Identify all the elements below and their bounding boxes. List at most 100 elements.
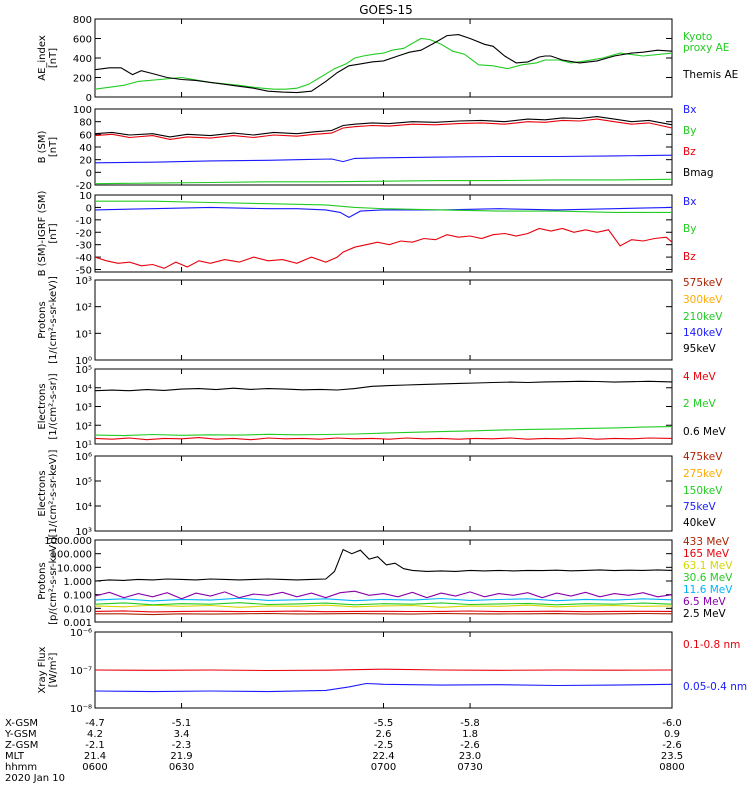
- legend-entry: Bx: [683, 104, 696, 116]
- ephem-row-label: X-GSM: [5, 718, 38, 729]
- y-axis-label: [nT]: [48, 48, 59, 68]
- y-tick-label: 10²: [75, 421, 92, 432]
- series-line-165-mev: [94, 610, 673, 613]
- y-tick-label: 10⁵: [75, 477, 92, 488]
- ephem-value: 23.5: [661, 751, 683, 762]
- series-line-bz: [94, 118, 673, 140]
- ephem-value: 0800: [659, 762, 684, 773]
- y-tick-label: 10: [79, 191, 92, 202]
- ephem-value: 3.4: [174, 729, 190, 740]
- legend-entry: Themis AE: [682, 69, 738, 81]
- legend-entry: 0.1-0.8 nm: [683, 639, 740, 651]
- ephem-value: 21.4: [84, 751, 106, 762]
- legend-entry: 475keV: [683, 451, 723, 463]
- legend-entry: proxy AE: [683, 42, 729, 54]
- y-tick-label: 10⁻⁸: [70, 704, 92, 715]
- ephem-value: -5.8: [460, 718, 480, 729]
- legend-entry: 4 MeV: [683, 371, 717, 383]
- series-line-bx: [94, 154, 673, 164]
- y-tick-label: 10²: [75, 303, 92, 314]
- y-tick-label: 20: [79, 156, 92, 167]
- panel-4: 10⁰ 10¹ 10² 10³ Protons [1/(cm²-s-sr-keV)] 575…: [37, 276, 723, 367]
- panel-frame: [94, 539, 673, 623]
- series-line-6.5-mev: [94, 590, 673, 600]
- series-line-433-mev: [95, 612, 673, 616]
- series-line-4-mev: [94, 437, 673, 441]
- y-axis-label: B (SM)-IGRF (SM): [37, 191, 48, 277]
- legend-entry: 63.1 MeV: [683, 560, 733, 572]
- series-line-bx: [94, 206, 673, 219]
- y-axis-label: Electrons: [37, 470, 48, 516]
- legend-entry: By: [683, 125, 696, 137]
- panel-7: 0.001 0.010 0.100 1.000 10.000 100.000 1000.00…: [37, 536, 733, 629]
- ephem-value: 2.6: [376, 729, 392, 740]
- y-tick-label: 1000.000: [44, 536, 92, 547]
- y-axis-label: Protons: [37, 301, 48, 338]
- legend-entry: 210keV: [683, 311, 723, 323]
- legend-entry: 140keV: [683, 327, 723, 339]
- ephem-value: 0.9: [664, 729, 680, 740]
- y-axis-label: [p/(cm²-s-sr-keV)]: [48, 537, 59, 625]
- series-line-2-mev: [94, 426, 673, 437]
- ephem-row-label: Y-GSM: [4, 729, 37, 740]
- ephem-value: -5.1: [172, 718, 192, 729]
- y-axis-label: [nT]: [48, 137, 59, 157]
- ephem-value: -2.6: [460, 740, 480, 751]
- ephem-value: -2.1: [85, 740, 105, 751]
- figure-title: GOES-15: [359, 3, 413, 17]
- y-tick-label: 800: [73, 15, 92, 26]
- y-tick-label: 40: [79, 143, 92, 154]
- panel-8: 10⁻⁸ 10⁻⁷ 10⁻⁶ Xray Flux [W/m²] 0.1-0.8 nm 0.0…: [37, 628, 747, 715]
- y-axis-label: [1/(cm²-s-sr)]: [48, 373, 59, 439]
- y-tick-label: 600: [73, 35, 92, 46]
- legend-entry: Bmag: [683, 167, 714, 179]
- y-axis-label: B (SM): [37, 130, 48, 163]
- series-line-2.5-mev: [94, 548, 673, 582]
- legend-entry: 433 MeV: [683, 536, 730, 548]
- y-tick-label: 100: [73, 105, 92, 116]
- legend-entry: 2 MeV: [683, 398, 717, 410]
- series-line-0.1-0.8-nm: [94, 668, 673, 672]
- legend-entry: 30.6 MeV: [683, 572, 733, 584]
- series-line-bmag: [94, 116, 673, 138]
- series-line-30.6-mev: [94, 602, 673, 606]
- ephem-value: 22.4: [372, 751, 394, 762]
- y-tick-label: 10⁴: [75, 502, 92, 513]
- panel-3: -50 -40-30 -20-10 010 B (SM)-IGRF (SM) [nT] Bx…: [37, 191, 696, 277]
- legend-entry: 165 MeV: [683, 548, 730, 560]
- panel-frame: [94, 455, 673, 532]
- y-tick-label: 10⁴: [75, 384, 92, 395]
- y-axis-label: [W/m²]: [48, 652, 59, 687]
- legend-entry: 300keV: [683, 294, 723, 306]
- series-line-themis-ae: [94, 34, 673, 94]
- y-axis-label: AE_index: [37, 35, 48, 81]
- legend-entry: Bx: [683, 196, 696, 208]
- ephem-value: 1.8: [462, 729, 478, 740]
- y-tick-label: 80: [79, 118, 92, 129]
- y-tick-label: -40: [76, 253, 92, 264]
- y-axis-label: Xray Flux: [37, 646, 48, 693]
- legend-entry: 0.6 MeV: [683, 426, 727, 438]
- legend-entry: Bz: [683, 146, 696, 158]
- series-line-by: [94, 178, 673, 185]
- legend-entry: 6.5 MeV: [683, 596, 727, 608]
- ephem-value: -2.6: [662, 740, 682, 751]
- legend-entry: Kyoto: [683, 31, 712, 43]
- y-tick-label: -20: [76, 181, 92, 192]
- ephem-value: 4.2: [87, 729, 103, 740]
- panel-frame: [94, 279, 673, 361]
- y-tick-label: 10⁵: [75, 365, 92, 376]
- y-tick-label: 0: [86, 168, 92, 179]
- ephem-value: 23.0: [459, 751, 481, 762]
- ephem-value: 0700: [371, 762, 396, 773]
- series-line-0.05-0.4-nm: [94, 682, 673, 693]
- ephem-value: -2.3: [172, 740, 192, 751]
- panel-6: 10³ 10⁴ 10⁵ 10⁶ Electrons [1/(cm²-s-sr-keV)] 4…: [37, 450, 723, 538]
- y-axis-label: [1/(cm²-s-sr-keV)]: [48, 450, 59, 538]
- y-axis-label: [1/(cm²-s-sr-keV)]: [48, 276, 59, 364]
- y-tick-label: 400: [73, 54, 92, 65]
- y-tick-label: 60: [79, 130, 92, 141]
- y-tick-label: 10³: [75, 527, 92, 538]
